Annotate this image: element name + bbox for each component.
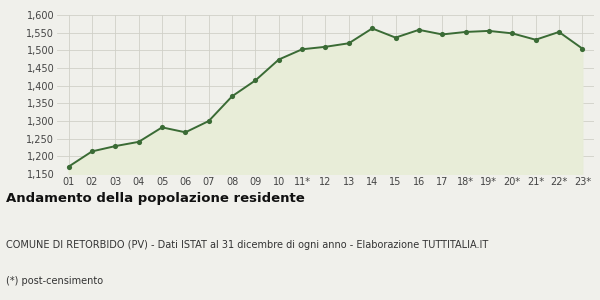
Text: (*) post-censimento: (*) post-censimento xyxy=(6,276,103,286)
Point xyxy=(414,27,424,32)
Point xyxy=(251,78,260,83)
Point xyxy=(298,47,307,52)
Point xyxy=(344,41,353,46)
Point xyxy=(461,30,470,34)
Point xyxy=(531,37,541,42)
Point xyxy=(391,35,400,40)
Point xyxy=(181,130,190,135)
Point xyxy=(110,144,120,148)
Point xyxy=(204,118,214,123)
Point xyxy=(578,46,587,51)
Point xyxy=(227,94,237,99)
Point xyxy=(484,28,494,33)
Point xyxy=(274,57,284,62)
Text: COMUNE DI RETORBIDO (PV) - Dati ISTAT al 31 dicembre di ogni anno - Elaborazione: COMUNE DI RETORBIDO (PV) - Dati ISTAT al… xyxy=(6,240,488,250)
Point xyxy=(64,164,73,169)
Point xyxy=(134,140,143,144)
Point xyxy=(87,149,97,154)
Point xyxy=(320,44,330,49)
Point xyxy=(554,30,564,34)
Text: Andamento della popolazione residente: Andamento della popolazione residente xyxy=(6,192,305,205)
Point xyxy=(508,31,517,36)
Point xyxy=(437,32,447,37)
Point xyxy=(367,26,377,31)
Point xyxy=(157,125,167,130)
